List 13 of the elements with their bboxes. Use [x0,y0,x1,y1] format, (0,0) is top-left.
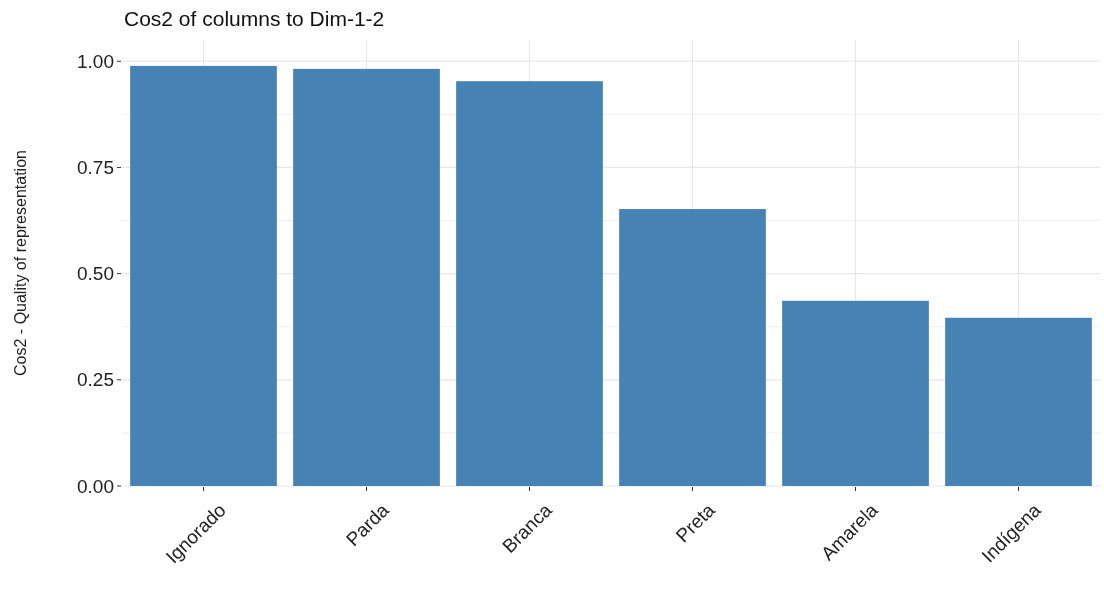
y-tick-label: 0.25 [77,369,114,391]
bar [782,300,929,486]
y-tick-label: 0.00 [77,475,114,497]
bar [293,68,440,486]
y-tick-label: 1.00 [77,50,114,72]
y-tick-label: 0.50 [77,263,114,285]
bar [130,65,277,486]
chart-title: Cos2 of columns to Dim-1-2 [124,7,385,30]
bar [456,81,603,486]
y-axis-title: Cos2 - Quality of representation [12,150,29,376]
bar [945,317,1092,486]
bar [619,209,766,486]
y-tick-label: 0.75 [77,157,114,179]
